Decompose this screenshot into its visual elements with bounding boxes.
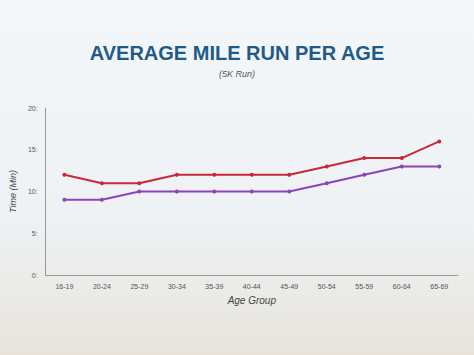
svg-text:40-44: 40-44 — [243, 283, 261, 290]
svg-text:30-34: 30-34 — [168, 283, 186, 290]
svg-text:5:: 5: — [32, 230, 38, 237]
svg-text:25-29: 25-29 — [130, 283, 148, 290]
svg-text:AVERAGE MILE RUN PER AGE: AVERAGE MILE RUN PER AGE — [90, 42, 384, 64]
svg-text:(5K Run): (5K Run) — [219, 69, 255, 79]
svg-text:20-24: 20-24 — [93, 283, 111, 290]
svg-text:15:: 15: — [28, 146, 38, 153]
svg-text:Time (Min): Time (Min) — [8, 170, 18, 213]
svg-text:0:: 0: — [32, 272, 38, 279]
svg-text:65-69: 65-69 — [430, 283, 448, 290]
svg-text:16-19: 16-19 — [55, 283, 73, 290]
svg-text:20:: 20: — [28, 105, 38, 112]
svg-text:35-39: 35-39 — [205, 283, 223, 290]
svg-text:50-54: 50-54 — [318, 283, 336, 290]
svg-text:10:: 10: — [28, 188, 38, 195]
svg-text:55-59: 55-59 — [355, 283, 373, 290]
svg-text:45-49: 45-49 — [280, 283, 298, 290]
svg-text:Age Group: Age Group — [227, 295, 277, 306]
svg-text:60-64: 60-64 — [393, 283, 411, 290]
